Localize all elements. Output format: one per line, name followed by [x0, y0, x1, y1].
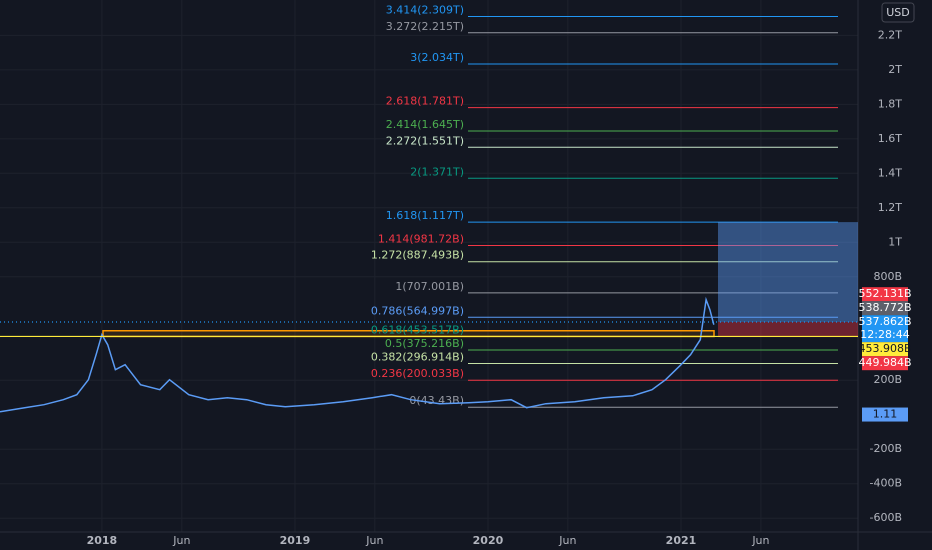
- fib-label: 2.618(1.781T): [386, 95, 464, 108]
- price-label-box: [862, 407, 908, 422]
- fib-label: 1(707.001B): [395, 280, 464, 293]
- fib-label: 2.272(1.551T): [386, 134, 464, 147]
- fib-label: 3.414(2.309T): [386, 4, 464, 17]
- price-label: 453.908B: [858, 342, 911, 355]
- x-tick-label: Jun: [558, 534, 576, 547]
- currency[interactable]: USD: [886, 6, 910, 19]
- currency-button[interactable]: [881, 2, 915, 23]
- price-label: 537.862B: [858, 315, 911, 328]
- position-stop: [718, 321, 858, 338]
- y-tick-label: 800B: [873, 270, 902, 283]
- price-label: 449.984B: [858, 356, 911, 369]
- fib-label: 3.272(2.215T): [386, 20, 464, 33]
- price-label-box: [862, 315, 908, 343]
- x-tick-label: 2019: [280, 534, 311, 547]
- y-tick-label: -400B: [869, 477, 902, 490]
- price-label-box: [862, 287, 908, 302]
- price-label: 552.131B: [858, 287, 911, 300]
- fib-label: 2(1.371T): [410, 165, 464, 178]
- fib-label: 0.786(564.997B): [371, 304, 464, 317]
- fib-label: 0.5(375.216B): [385, 337, 464, 350]
- grid: [0, 0, 858, 532]
- x-tick-label: Jun: [365, 534, 383, 547]
- y-tick-label: 1.4T: [878, 166, 902, 179]
- fib-label: 1.272(887.493B): [371, 249, 464, 262]
- y-tick-label: 1.8T: [878, 97, 902, 110]
- price-label-box: [862, 301, 908, 316]
- fib-label: 2.414(1.645T): [386, 118, 464, 131]
- x-tick-label: Jun: [751, 534, 769, 547]
- x-tick-label: Jun: [172, 534, 190, 547]
- x-tick-label: 2020: [473, 534, 504, 547]
- countdown: 12:28:44: [860, 328, 909, 341]
- y-tick-label: 1T: [888, 235, 902, 248]
- y-tick-label: 200B: [873, 373, 902, 386]
- y-tick-label: 1.6T: [878, 132, 902, 145]
- price-label-box: [862, 342, 908, 357]
- x-tick-label: 2018: [87, 534, 118, 547]
- fib-label: 0.382(296.914B): [371, 351, 464, 364]
- fib-label: 1.414(981.72B): [378, 232, 464, 245]
- fib-label: 1.618(1.117T): [386, 209, 464, 222]
- fib-label: 0.236(200.033B): [371, 367, 464, 380]
- x-tick-label: 2021: [666, 534, 697, 547]
- position-target: [718, 222, 858, 322]
- y-tick-label: -200B: [869, 442, 902, 455]
- price-line: [0, 296, 715, 413]
- price-label: 1.11: [873, 408, 898, 421]
- price-label-box: [862, 356, 908, 371]
- fib-label: 3(2.034T): [410, 51, 464, 64]
- y-tick-label: -600B: [869, 511, 902, 524]
- y-tick-label: 1.2T: [878, 201, 902, 214]
- fib-label: 0.618(453.517B): [371, 324, 464, 337]
- y-tick-label: 2.2T: [878, 28, 902, 41]
- price-label: 538.772B: [858, 301, 911, 314]
- y-tick-label: 2T: [888, 63, 902, 76]
